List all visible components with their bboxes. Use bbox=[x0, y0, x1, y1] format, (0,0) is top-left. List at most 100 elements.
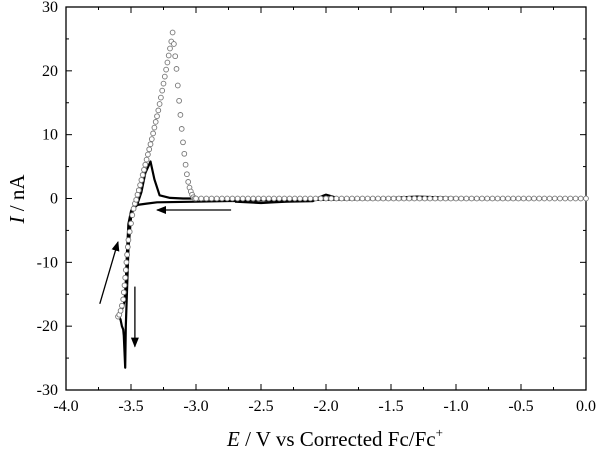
y-tick-label: -20 bbox=[37, 318, 58, 335]
circle-point bbox=[142, 161, 149, 168]
circle-point bbox=[160, 80, 167, 87]
x-tick-label: -2.0 bbox=[313, 398, 338, 415]
circle-point bbox=[208, 195, 215, 202]
circle-point bbox=[489, 195, 496, 202]
circle-point bbox=[468, 195, 475, 202]
circle-point bbox=[551, 195, 558, 202]
x-tick-label: -1.5 bbox=[378, 398, 403, 415]
circle-point bbox=[416, 195, 423, 202]
circle-point bbox=[171, 41, 177, 47]
circle-point bbox=[338, 195, 345, 202]
circle-point bbox=[297, 195, 303, 202]
x-axis-title-symbol: E bbox=[226, 427, 240, 451]
circle-point bbox=[395, 195, 402, 202]
circle-point bbox=[181, 150, 188, 157]
circle-point bbox=[124, 251, 130, 258]
circle-point bbox=[151, 124, 158, 131]
circle-point bbox=[146, 146, 153, 153]
x-tick-label: 0.0 bbox=[576, 398, 596, 415]
circle-point bbox=[265, 195, 272, 202]
circle-point bbox=[156, 101, 163, 107]
circle-point bbox=[120, 296, 127, 303]
x-tick-label: -2.5 bbox=[248, 398, 273, 415]
circle-point bbox=[178, 126, 185, 132]
annotation-layer bbox=[99, 205, 232, 348]
circle-point bbox=[583, 195, 589, 202]
circle-point bbox=[531, 195, 537, 202]
circle-point bbox=[520, 195, 527, 202]
circle-point bbox=[184, 171, 190, 178]
circle-point bbox=[510, 195, 517, 202]
circle-point bbox=[317, 195, 324, 202]
circle-point bbox=[159, 87, 166, 94]
x-tick-label: -3.0 bbox=[183, 398, 208, 415]
circle-point bbox=[133, 196, 140, 203]
circle-point bbox=[494, 195, 501, 202]
circle-point bbox=[562, 195, 569, 202]
circle-point bbox=[245, 195, 251, 202]
circle-point bbox=[291, 195, 298, 202]
circle-point bbox=[154, 113, 160, 120]
circle-point bbox=[473, 195, 480, 202]
circle-point bbox=[117, 307, 124, 314]
y-tick-label: 10 bbox=[42, 127, 58, 144]
circle-point bbox=[234, 195, 241, 202]
circle-point bbox=[219, 195, 225, 202]
circle-point bbox=[122, 274, 129, 281]
circle-point bbox=[546, 195, 553, 202]
circle-point bbox=[130, 205, 137, 212]
circle-point bbox=[169, 29, 176, 36]
y-axis-title-text: / nA bbox=[5, 174, 29, 217]
circle-point bbox=[135, 187, 142, 194]
y-tick-label: 20 bbox=[42, 63, 58, 80]
circle-point bbox=[463, 195, 470, 202]
x-axis-title: E / V vs Corrected Fc/Fc+ bbox=[226, 425, 443, 451]
circle-point bbox=[121, 282, 128, 289]
circle-point bbox=[421, 195, 428, 202]
circle-point bbox=[390, 195, 397, 202]
arrow-up-left bbox=[99, 240, 120, 305]
circle-point bbox=[499, 195, 506, 202]
circle-point bbox=[447, 195, 454, 202]
circle-point bbox=[541, 195, 548, 202]
circle-point bbox=[128, 220, 134, 227]
circle-point bbox=[307, 195, 314, 202]
circle-point bbox=[155, 107, 162, 114]
y-axis-title-symbol: I bbox=[5, 216, 29, 225]
y-tick-label: 0 bbox=[50, 191, 58, 208]
circle-point bbox=[442, 195, 449, 202]
circle-point bbox=[260, 195, 267, 202]
circle-point bbox=[349, 195, 355, 202]
circle-point bbox=[479, 195, 485, 202]
circle-point bbox=[380, 195, 387, 202]
circle-point bbox=[286, 195, 293, 202]
circle-point bbox=[525, 195, 532, 202]
circle-point bbox=[557, 195, 563, 202]
circle-point bbox=[125, 237, 132, 243]
circle-point bbox=[427, 195, 433, 202]
circle-point bbox=[122, 267, 129, 273]
circle-point bbox=[141, 166, 147, 173]
circle-point bbox=[158, 94, 164, 101]
circle-point bbox=[354, 195, 361, 202]
y-tick-label: -10 bbox=[37, 254, 58, 271]
circle-point bbox=[161, 73, 168, 80]
x-tick-label: -3.5 bbox=[118, 398, 143, 415]
circle-point bbox=[138, 177, 145, 183]
circle-point bbox=[364, 195, 371, 202]
circle-point bbox=[152, 119, 159, 125]
circle-point bbox=[323, 195, 329, 202]
circle-point bbox=[302, 195, 309, 202]
circle-point bbox=[375, 195, 381, 202]
circle-point bbox=[281, 195, 288, 202]
x-tick-label: -0.5 bbox=[508, 398, 533, 415]
x-tick-label: -1.0 bbox=[443, 398, 468, 415]
circle-point bbox=[505, 195, 511, 202]
circle-point bbox=[119, 302, 125, 309]
circle-point bbox=[129, 212, 136, 218]
circle-point bbox=[180, 139, 186, 146]
circle-point bbox=[312, 195, 319, 202]
circle-point bbox=[432, 195, 439, 202]
y-tick-label: 30 bbox=[42, 0, 58, 16]
circle-point bbox=[124, 244, 131, 250]
